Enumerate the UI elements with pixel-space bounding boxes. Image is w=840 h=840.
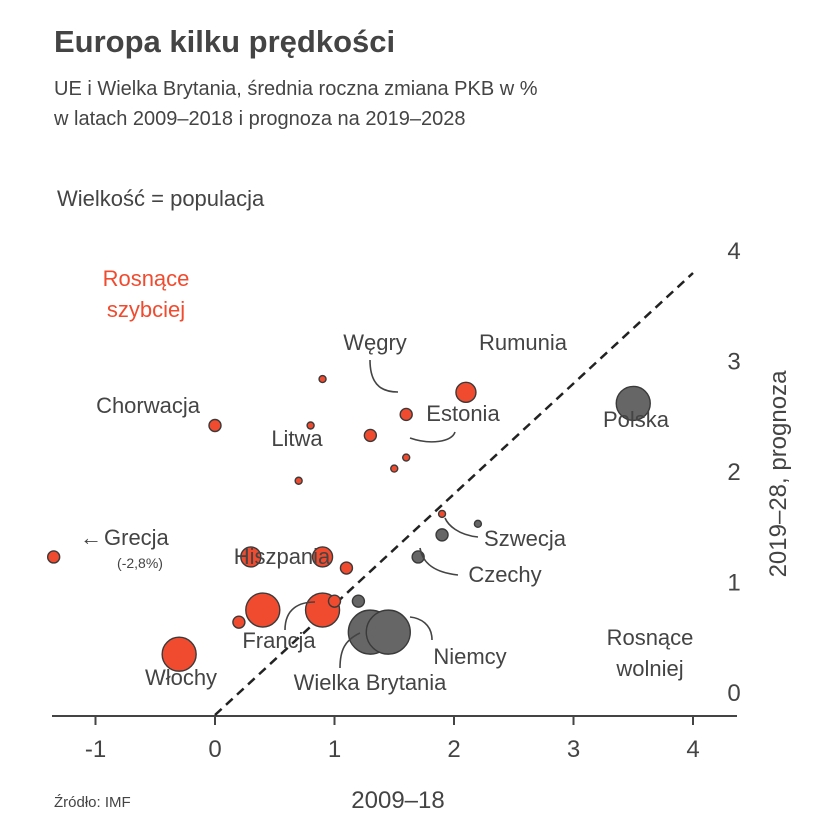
data-point — [245, 592, 281, 628]
data-point — [363, 428, 378, 443]
source-note: Źródło: IMF — [54, 794, 131, 811]
x-tick-label: 1 — [328, 736, 341, 763]
point-label: Litwa — [271, 426, 323, 451]
point-label: Chorwacja — [96, 393, 201, 418]
data-point — [161, 636, 197, 672]
data-point — [402, 453, 411, 462]
data-point — [437, 509, 447, 519]
chart-labels: -1 0 1 2 3 4 2009–18 0 1 2 3 4 2019–28, prognoza Rosn… — [80, 238, 792, 814]
point-label: Włochy — [145, 665, 217, 690]
data-point — [46, 550, 61, 564]
region-label-below-line1: Rosnące — [607, 625, 694, 650]
data-point — [240, 546, 262, 568]
x-tick-label: 3 — [567, 736, 580, 763]
y-tick-label: 4 — [727, 238, 740, 265]
data-point — [390, 464, 399, 473]
y-axis-title: 2019–28, prognoza — [765, 370, 792, 578]
point-label: Hiszpania — [234, 544, 331, 569]
data-point — [455, 381, 477, 404]
x-tick-label: 2 — [447, 736, 460, 763]
x-tick-label: 0 — [208, 736, 221, 763]
x-tick-label: 4 — [686, 736, 699, 763]
data-point — [208, 418, 222, 433]
y-tick-label: 2 — [727, 459, 740, 486]
point-label: Czechy — [468, 562, 541, 587]
data-point — [306, 421, 315, 430]
x-tick-label: -1 — [85, 736, 106, 763]
label-leader-line — [444, 517, 479, 538]
point-label: Polska — [603, 407, 670, 432]
label-leader-line — [369, 359, 399, 393]
point-label: Rumunia — [479, 330, 568, 355]
point-label: Grecja — [104, 525, 170, 550]
size-legend-note: Wielkość = populacja — [57, 186, 265, 211]
point-note: (-2,8%) — [117, 555, 163, 571]
data-point — [365, 609, 411, 655]
data-point — [615, 385, 651, 422]
label-leader-line — [419, 547, 459, 576]
label-leader-line — [409, 616, 433, 641]
point-label: Niemcy — [433, 644, 506, 669]
data-point — [232, 615, 246, 629]
label-leader-line — [284, 601, 316, 631]
chart-subtitle: UE i Wielka Brytania, średnia roczna zmi… — [54, 74, 538, 134]
data-point — [435, 528, 449, 542]
region-label-above-line1: Rosnące — [103, 266, 190, 291]
x-axis-title: 2009–18 — [351, 787, 444, 814]
data-point — [318, 374, 327, 384]
data-point — [294, 476, 303, 485]
data-point — [351, 594, 366, 608]
y-tick-label: 1 — [727, 570, 740, 597]
offscale-arrow: ← — [80, 525, 102, 550]
point-label: Estonia — [426, 401, 500, 426]
subtitle-line-2: w latach 2009–2018 i prognoza na 2019–20… — [54, 108, 466, 130]
data-point — [339, 561, 354, 575]
label-leader-line — [409, 431, 456, 443]
label-leader-line — [339, 632, 361, 669]
region-label-above-line2: szybciej — [107, 297, 185, 322]
region-label-below-line2: wolniej — [615, 656, 683, 681]
data-point — [473, 519, 483, 529]
point-label: Francja — [242, 628, 316, 653]
y-tick-label: 3 — [727, 349, 740, 376]
data-point — [311, 546, 334, 568]
point-label: Węgry — [343, 330, 407, 355]
equal-growth-line — [214, 272, 694, 716]
y-tick-label: 0 — [727, 680, 740, 707]
subtitle-line-1: UE i Wielka Brytania, średnia roczna zmi… — [54, 78, 538, 100]
chart-marks — [46, 272, 737, 725]
data-point — [327, 594, 342, 608]
point-label: Szwecja — [484, 526, 567, 551]
data-point — [399, 407, 413, 422]
chart-title: Europa kilku prędkości — [54, 24, 396, 59]
point-label: Wielka Brytania — [294, 670, 448, 695]
